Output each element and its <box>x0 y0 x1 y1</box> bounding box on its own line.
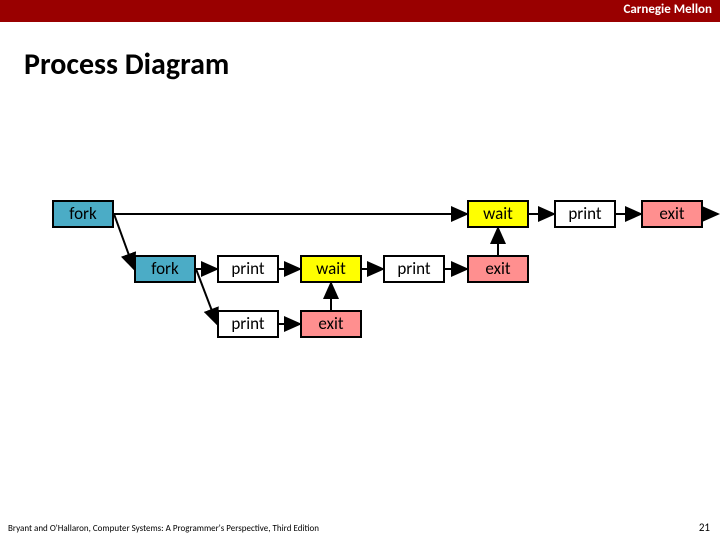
arrow <box>114 214 134 269</box>
node-fork: fork <box>52 200 114 228</box>
node-fork: fork <box>134 255 196 283</box>
node-wait: wait <box>467 200 529 228</box>
node-exit: exit <box>467 255 529 283</box>
arrow <box>196 269 217 324</box>
header-bar <box>0 0 720 22</box>
node-wait: wait <box>300 255 362 283</box>
node-print: print <box>554 200 616 228</box>
page-number: 21 <box>699 521 710 534</box>
node-exit: exit <box>300 310 362 338</box>
node-exit: exit <box>641 200 703 228</box>
footer-text: Bryant and O'Hallaron, Computer Systems:… <box>8 523 319 534</box>
node-print: print <box>383 255 445 283</box>
header-label: Carnegie Mellon <box>623 2 712 17</box>
node-print: print <box>217 255 279 283</box>
page-title: Process Diagram <box>24 46 229 83</box>
node-print: print <box>217 310 279 338</box>
